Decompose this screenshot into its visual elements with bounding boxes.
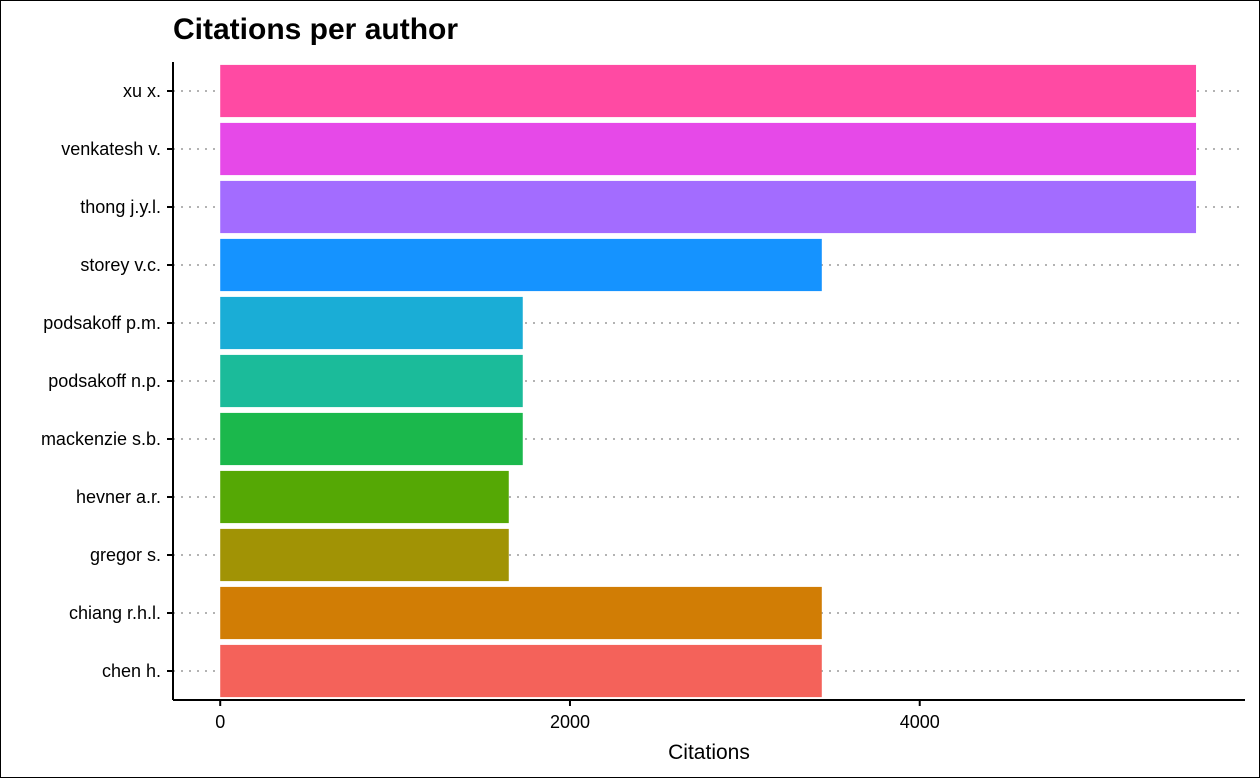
chart-title: Citations per author	[173, 13, 458, 46]
y-tick-label: mackenzie s.b.	[41, 429, 161, 449]
y-tick-label: venkatesh v.	[61, 139, 161, 159]
bar-podsakoff-p-m	[220, 296, 523, 350]
bar-podsakoff-n-p	[220, 354, 523, 408]
bars	[220, 64, 1197, 698]
x-tick-label: 0	[215, 712, 225, 732]
bar-chiang-r-h-l	[220, 586, 822, 640]
bar-chen-h	[220, 644, 822, 698]
y-tick-label: thong j.y.l.	[80, 197, 161, 217]
x-tick-label: 2000	[550, 712, 590, 732]
bar-gregor-s	[220, 528, 509, 582]
y-tick-label: chen h.	[102, 661, 161, 681]
y-tick-label: chiang r.h.l.	[69, 603, 161, 623]
x-axis-ticks: 0 2000 4000	[215, 700, 940, 732]
x-axis-title: Citations	[668, 741, 750, 764]
bar-thong-j-y-l	[220, 180, 1197, 234]
bar-venkatesh-v	[220, 122, 1197, 176]
y-tick-label: storey v.c.	[80, 255, 161, 275]
y-tick-label: podsakoff n.p.	[48, 371, 161, 391]
y-tick-label: podsakoff p.m.	[43, 313, 161, 333]
bar-mackenzie-s-b	[220, 412, 523, 466]
x-tick-label: 4000	[900, 712, 940, 732]
bar-storey-v-c	[220, 238, 822, 292]
y-tick-label: hevner a.r.	[76, 487, 161, 507]
y-axis-ticks: xu x. venkatesh v. thong j.y.l. storey v.c.…	[41, 81, 173, 681]
bar-hevner-a-r	[220, 470, 509, 524]
y-tick-label: xu x.	[123, 81, 161, 101]
y-tick-label: gregor s.	[90, 545, 161, 565]
bar-xu-x	[220, 64, 1197, 118]
